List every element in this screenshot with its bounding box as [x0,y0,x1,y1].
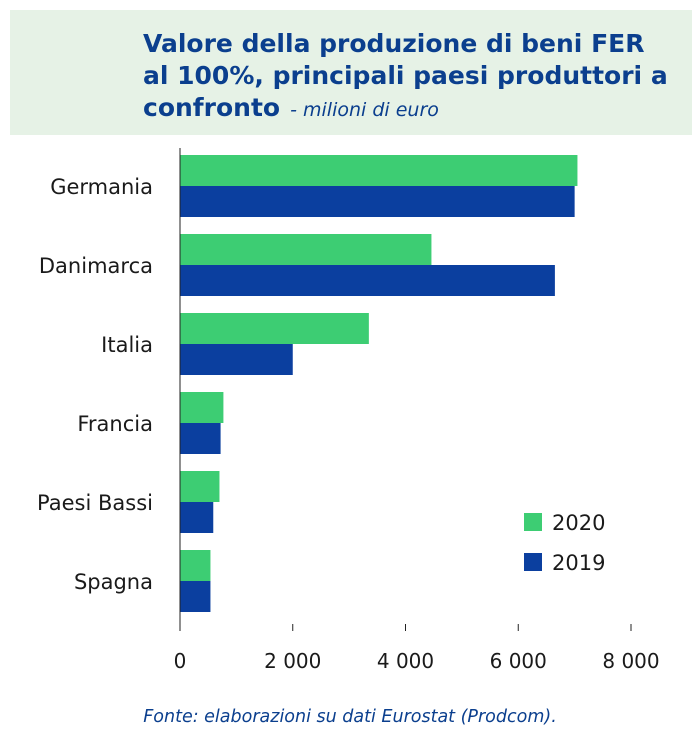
x-tick-label: 4 000 [377,649,434,673]
chart-title-text: Valore della produzione di beni FER al 1… [143,29,668,122]
chart-subtitle: - milioni di euro [290,99,439,121]
chart-title: Valore della produzione di beni FER al 1… [143,28,672,126]
bar-italia-2020 [180,313,369,344]
legend-label-2020: 2020 [552,511,605,535]
bar-danimarca-2020 [180,234,432,265]
title-box: Valore della produzione di beni FER al 1… [10,10,692,135]
bar-francia-2019 [180,423,221,454]
category-label: Francia [77,412,153,436]
legend-swatch-2020 [524,513,542,531]
source-note: Fonte: elaborazioni su dati Eurostat (Pr… [143,707,557,727]
bar-paesi-bassi-2019 [180,502,214,533]
category-label: Germania [50,175,153,199]
x-tick-label: 2 000 [264,649,321,673]
x-tick-label: 0 [174,649,187,673]
bar-germania-2020 [180,155,578,186]
category-label: Italia [101,333,153,357]
legend-swatch-2019 [524,553,542,571]
x-tick-label: 8 000 [602,649,659,673]
bar-paesi-bassi-2020 [180,471,220,502]
category-label: Danimarca [39,254,153,278]
legend-label-2019: 2019 [552,551,605,575]
bar-francia-2020 [180,392,224,423]
bar-italia-2019 [180,344,293,375]
category-label: Spagna [74,570,153,594]
category-label: Paesi Bassi [37,491,153,515]
bar-spagna-2020 [180,550,211,581]
bar-danimarca-2019 [180,265,555,296]
bar-germania-2019 [180,186,575,217]
bar-spagna-2019 [180,581,211,612]
x-tick-label: 6 000 [490,649,547,673]
